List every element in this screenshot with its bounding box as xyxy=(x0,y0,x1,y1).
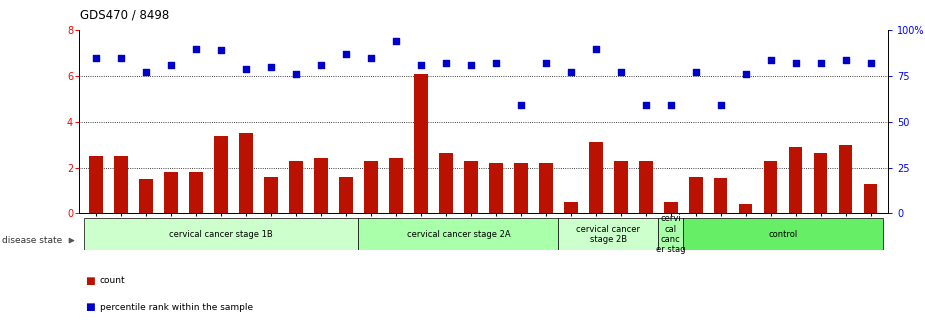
Bar xyxy=(215,135,228,213)
Bar xyxy=(240,133,253,213)
Point xyxy=(788,60,803,66)
Text: count: count xyxy=(100,276,126,285)
Point xyxy=(289,72,303,77)
Text: GDS470 / 8498: GDS470 / 8498 xyxy=(80,8,169,22)
Bar xyxy=(514,163,527,213)
Point xyxy=(663,102,678,108)
Bar xyxy=(559,218,659,250)
Point xyxy=(638,102,653,108)
Bar xyxy=(664,202,677,213)
Text: disease state: disease state xyxy=(2,236,62,245)
Point xyxy=(538,60,553,66)
Bar xyxy=(864,183,878,213)
Bar xyxy=(839,145,853,213)
Bar xyxy=(639,161,652,213)
Point xyxy=(364,55,378,60)
Bar xyxy=(489,163,502,213)
Bar xyxy=(814,153,828,213)
Bar xyxy=(164,172,178,213)
Point xyxy=(339,51,353,57)
Text: ■: ■ xyxy=(85,276,95,286)
Point xyxy=(114,55,129,60)
Point xyxy=(713,102,728,108)
Text: cervi
cal
canc
er stag: cervi cal canc er stag xyxy=(656,214,685,254)
Point xyxy=(488,60,503,66)
Bar xyxy=(389,159,402,213)
Bar xyxy=(684,218,883,250)
Point xyxy=(189,46,204,51)
Bar xyxy=(464,161,477,213)
Bar xyxy=(364,161,377,213)
Point xyxy=(214,48,228,53)
Text: percentile rank within the sample: percentile rank within the sample xyxy=(100,303,253,312)
Bar xyxy=(314,159,327,213)
Point xyxy=(863,60,878,66)
Point xyxy=(314,62,328,68)
Text: cervical cancer stage 1B: cervical cancer stage 1B xyxy=(169,230,273,239)
Point xyxy=(613,70,628,75)
Bar xyxy=(339,177,352,213)
Bar xyxy=(589,142,602,213)
Point xyxy=(463,62,478,68)
Bar xyxy=(190,172,203,213)
Point xyxy=(413,62,428,68)
Bar xyxy=(739,204,752,213)
Point xyxy=(813,60,828,66)
Point xyxy=(89,55,104,60)
Bar xyxy=(614,161,627,213)
Bar xyxy=(414,74,427,213)
Point xyxy=(164,62,179,68)
Bar xyxy=(290,161,302,213)
Bar xyxy=(265,177,277,213)
Point xyxy=(513,102,528,108)
Point xyxy=(563,70,578,75)
Bar xyxy=(439,153,452,213)
Point xyxy=(438,60,453,66)
Point xyxy=(264,64,278,70)
Point xyxy=(838,57,853,62)
Bar xyxy=(89,156,103,213)
Bar xyxy=(83,218,358,250)
Point xyxy=(588,46,603,51)
Point xyxy=(388,39,403,44)
Bar xyxy=(689,177,702,213)
Bar xyxy=(564,202,577,213)
Text: ■: ■ xyxy=(85,302,95,312)
Point xyxy=(688,70,703,75)
Bar xyxy=(139,179,153,213)
Bar xyxy=(539,163,552,213)
Point xyxy=(763,57,778,62)
Bar xyxy=(714,178,727,213)
Point xyxy=(738,72,753,77)
Text: control: control xyxy=(769,230,797,239)
Bar xyxy=(764,161,777,213)
Text: cervical cancer stage 2A: cervical cancer stage 2A xyxy=(406,230,511,239)
Point xyxy=(139,70,154,75)
Bar xyxy=(358,218,559,250)
Bar xyxy=(114,156,128,213)
Point xyxy=(239,66,253,71)
Bar xyxy=(659,218,684,250)
Text: cervical cancer
stage 2B: cervical cancer stage 2B xyxy=(576,225,640,244)
Bar xyxy=(789,147,803,213)
